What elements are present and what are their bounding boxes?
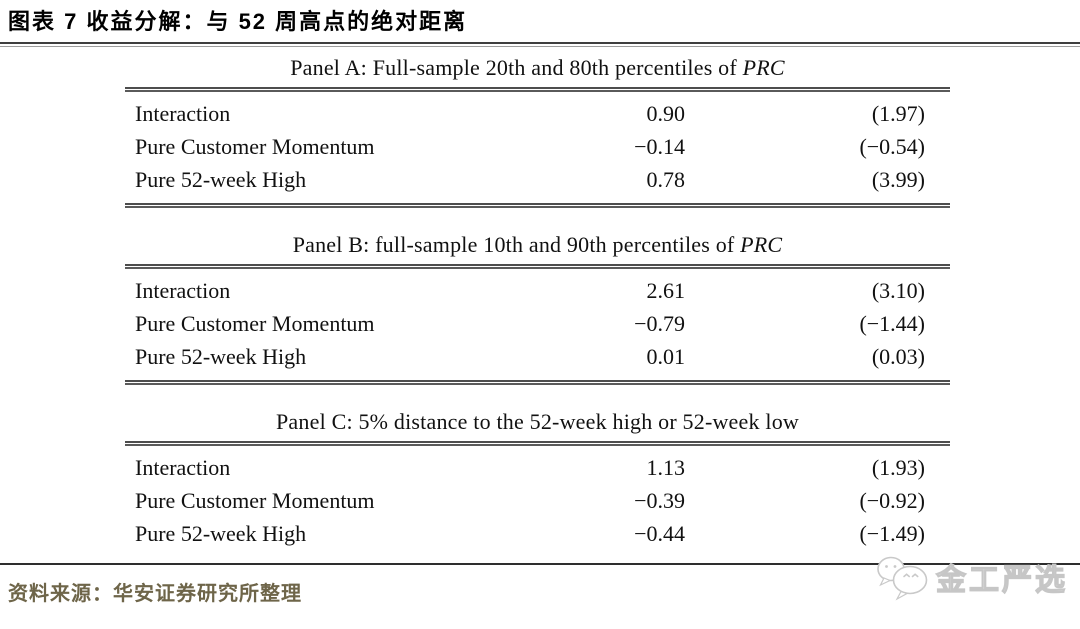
- row-label: Pure 52-week High: [135, 167, 307, 192]
- panel-a: Panel A: Full-sample 20th and 80th perce…: [125, 55, 950, 208]
- row-label: Interaction: [135, 101, 231, 126]
- panel-b: Panel B: full-sample 10th and 90th perce…: [125, 232, 950, 385]
- table-row: Interaction 0.90 (1.97): [135, 97, 925, 130]
- row-tstat: (1.93): [871, 455, 925, 480]
- row-tstat: (3.10): [871, 278, 925, 303]
- footer-divider: [0, 563, 1080, 565]
- table-row: Pure Customer Momentum −0.14 (−0.54): [135, 130, 925, 163]
- row-tstat: (−0.92): [859, 488, 925, 513]
- table-row: Pure Customer Momentum −0.79 (−1.44): [135, 307, 925, 340]
- panel-a-title-text: Panel A: Full-sample 20th and 80th perce…: [290, 55, 737, 80]
- table-row: Pure Customer Momentum −0.39 (−0.92): [135, 484, 925, 517]
- panel-c-rows: Interaction 1.13 (1.93) Pure Customer Mo…: [125, 446, 950, 557]
- panel-a-rows: Interaction 0.90 (1.97) Pure Customer Mo…: [125, 92, 950, 203]
- row-value: 0.01: [646, 344, 686, 369]
- panel-b-top-rule: [125, 264, 950, 269]
- row-value: 0.78: [646, 167, 686, 192]
- row-label: Interaction: [135, 455, 231, 480]
- row-label: Pure Customer Momentum: [135, 134, 375, 159]
- row-value: −0.79: [634, 311, 685, 336]
- row-label: Interaction: [135, 278, 231, 303]
- watermark-text: 金工严选: [935, 563, 1068, 597]
- figure-header: 图表 7 收益分解：与 52 周高点的绝对距离: [0, 0, 1080, 42]
- table-row: Pure 52-week High −0.44 (−1.49): [135, 517, 925, 550]
- row-label: Pure 52-week High: [135, 521, 307, 546]
- panel-c-top-rule: [125, 441, 950, 446]
- panel-b-title-italic: PRC: [740, 232, 783, 257]
- row-label: Pure 52-week High: [135, 344, 307, 369]
- watermark: 金工严选: [874, 552, 1068, 609]
- panel-b-title: Panel B: full-sample 10th and 90th perce…: [125, 232, 950, 258]
- row-value: 2.61: [646, 278, 686, 303]
- panel-c: Panel C: 5% distance to the 52-week high…: [125, 409, 950, 557]
- row-label: Pure Customer Momentum: [135, 311, 375, 336]
- header-divider: [0, 42, 1080, 47]
- row-tstat: (3.99): [871, 167, 925, 192]
- table-row: Interaction 1.13 (1.93): [135, 451, 925, 484]
- row-tstat: (−0.54): [859, 134, 925, 159]
- row-tstat: (−1.49): [859, 521, 925, 546]
- table-row: Pure 52-week High 0.01 (0.03): [135, 340, 925, 373]
- row-value: 0.90: [646, 101, 686, 126]
- row-value: −0.39: [634, 488, 685, 513]
- results-table: Panel A: Full-sample 20th and 80th perce…: [125, 55, 950, 557]
- panel-a-title-italic: PRC: [742, 55, 785, 80]
- panel-b-title-text: Panel B: full-sample 10th and 90th perce…: [292, 232, 735, 257]
- panel-b-rows: Interaction 2.61 (3.10) Pure Customer Mo…: [125, 269, 950, 380]
- panel-b-bottom-rule: [125, 380, 950, 385]
- panel-a-title: Panel A: Full-sample 20th and 80th perce…: [125, 55, 950, 81]
- panel-a-top-rule: [125, 87, 950, 92]
- wechat-icon: [874, 552, 932, 609]
- panel-c-title-text: Panel C: 5% distance to the 52-week high…: [276, 409, 799, 434]
- source-note: 资料来源：华安证券研究所整理: [8, 583, 302, 605]
- row-label: Pure Customer Momentum: [135, 488, 375, 513]
- table-row: Pure 52-week High 0.78 (3.99): [135, 163, 925, 196]
- table-row: Interaction 2.61 (3.10): [135, 274, 925, 307]
- panel-c-title: Panel C: 5% distance to the 52-week high…: [125, 409, 950, 435]
- panel-a-bottom-rule: [125, 203, 950, 208]
- row-value: −0.44: [634, 521, 685, 546]
- row-tstat: (−1.44): [859, 311, 925, 336]
- row-value: 1.13: [646, 455, 686, 480]
- figure-title: 图表 7 收益分解：与 52 周高点的绝对距离: [8, 9, 468, 34]
- row-value: −0.14: [634, 134, 685, 159]
- row-tstat: (1.97): [871, 101, 925, 126]
- row-tstat: (0.03): [871, 344, 925, 369]
